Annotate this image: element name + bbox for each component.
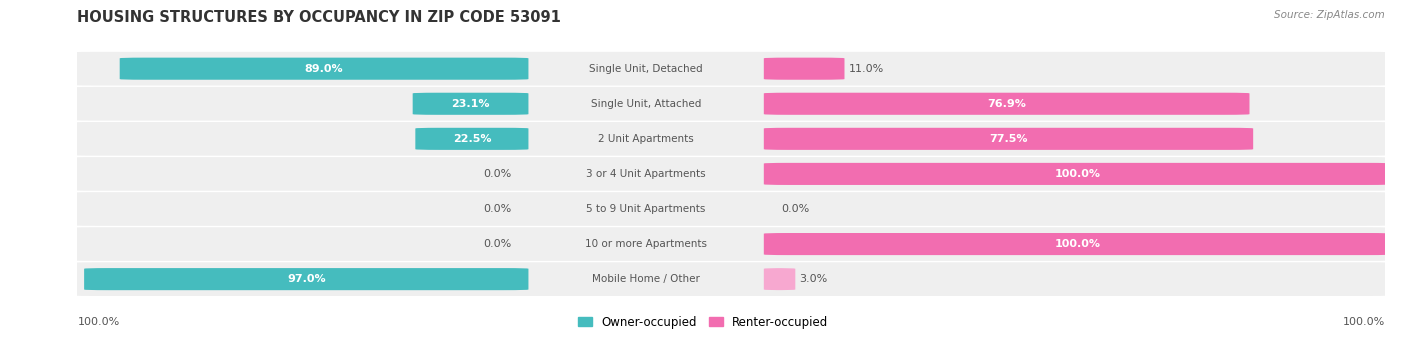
Text: HOUSING STRUCTURES BY OCCUPANCY IN ZIP CODE 53091: HOUSING STRUCTURES BY OCCUPANCY IN ZIP C… bbox=[77, 10, 561, 25]
Text: Single Unit, Attached: Single Unit, Attached bbox=[591, 99, 702, 109]
Text: 22.5%: 22.5% bbox=[453, 134, 491, 144]
FancyBboxPatch shape bbox=[65, 52, 1398, 86]
Legend: Owner-occupied, Renter-occupied: Owner-occupied, Renter-occupied bbox=[572, 311, 834, 333]
Text: 2 Unit Apartments: 2 Unit Apartments bbox=[598, 134, 695, 144]
FancyBboxPatch shape bbox=[84, 268, 529, 290]
Text: 3.0%: 3.0% bbox=[799, 274, 828, 284]
FancyBboxPatch shape bbox=[65, 87, 1398, 121]
Text: Single Unit, Detached: Single Unit, Detached bbox=[589, 64, 703, 74]
Text: Mobile Home / Other: Mobile Home / Other bbox=[592, 274, 700, 284]
FancyBboxPatch shape bbox=[65, 262, 1398, 296]
FancyBboxPatch shape bbox=[763, 128, 1253, 150]
Text: 76.9%: 76.9% bbox=[987, 99, 1026, 109]
Text: 100.0%: 100.0% bbox=[1054, 169, 1101, 179]
FancyBboxPatch shape bbox=[763, 93, 1250, 115]
Text: 89.0%: 89.0% bbox=[305, 64, 343, 74]
Text: Source: ZipAtlas.com: Source: ZipAtlas.com bbox=[1274, 10, 1385, 20]
Text: 11.0%: 11.0% bbox=[848, 64, 883, 74]
Text: 23.1%: 23.1% bbox=[451, 99, 489, 109]
Text: 77.5%: 77.5% bbox=[990, 134, 1028, 144]
Text: 5 to 9 Unit Apartments: 5 to 9 Unit Apartments bbox=[586, 204, 706, 214]
Text: 100.0%: 100.0% bbox=[1054, 239, 1101, 249]
FancyBboxPatch shape bbox=[763, 163, 1392, 185]
Text: 3 or 4 Unit Apartments: 3 or 4 Unit Apartments bbox=[586, 169, 706, 179]
FancyBboxPatch shape bbox=[65, 122, 1398, 156]
Text: 0.0%: 0.0% bbox=[484, 239, 512, 249]
Text: 10 or more Apartments: 10 or more Apartments bbox=[585, 239, 707, 249]
FancyBboxPatch shape bbox=[763, 233, 1392, 255]
Text: 100.0%: 100.0% bbox=[1343, 317, 1385, 327]
FancyBboxPatch shape bbox=[413, 93, 529, 115]
FancyBboxPatch shape bbox=[65, 192, 1398, 226]
Text: 0.0%: 0.0% bbox=[484, 169, 512, 179]
FancyBboxPatch shape bbox=[120, 58, 529, 80]
FancyBboxPatch shape bbox=[763, 58, 845, 80]
FancyBboxPatch shape bbox=[65, 227, 1398, 261]
Text: 0.0%: 0.0% bbox=[780, 204, 808, 214]
FancyBboxPatch shape bbox=[763, 268, 796, 290]
Text: 0.0%: 0.0% bbox=[484, 204, 512, 214]
Text: 97.0%: 97.0% bbox=[287, 274, 326, 284]
Text: 100.0%: 100.0% bbox=[77, 317, 120, 327]
FancyBboxPatch shape bbox=[65, 157, 1398, 191]
FancyBboxPatch shape bbox=[415, 128, 529, 150]
